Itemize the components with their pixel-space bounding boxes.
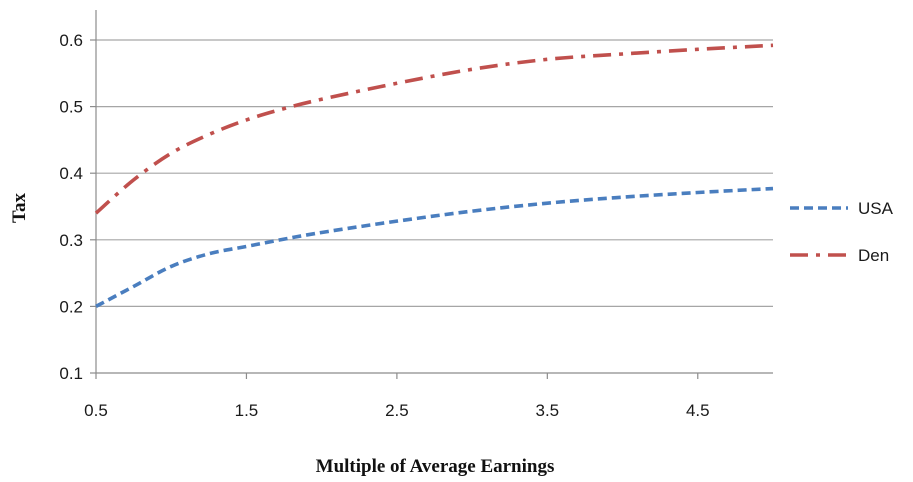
y-tick-label: 0.5 [59, 98, 83, 117]
y-tick-label: 0.3 [59, 231, 83, 250]
series-line-usa [95, 186, 774, 308]
y-tick-label: 0.6 [59, 31, 83, 50]
x-tick-labels: 0.5 1.5 2.5 3.5 4.5 [84, 401, 709, 420]
series-line-den [94, 43, 774, 215]
y-axis-title: Tax [9, 193, 30, 223]
x-axis-title: Multiple of Average Earnings [316, 456, 555, 477]
series-lines [94, 43, 774, 308]
legend-label-den: Den [858, 246, 889, 265]
y-tick-label: 0.4 [59, 164, 83, 183]
gridlines [96, 39, 773, 307]
y-tick-label: 0.2 [59, 297, 83, 316]
x-tick-label: 0.5 [84, 401, 108, 420]
x-tick-label: 1.5 [235, 401, 259, 420]
y-tick-labels: 0.1 0.2 0.3 0.4 0.5 0.6 [59, 31, 83, 383]
axes [90, 10, 773, 379]
legend-label-usa: USA [858, 199, 894, 218]
x-tick-label: 2.5 [385, 401, 409, 420]
x-tick-label: 4.5 [686, 401, 710, 420]
x-tick-label: 3.5 [536, 401, 560, 420]
legend: USA Den [790, 199, 894, 265]
y-tick-label: 0.1 [59, 364, 83, 383]
